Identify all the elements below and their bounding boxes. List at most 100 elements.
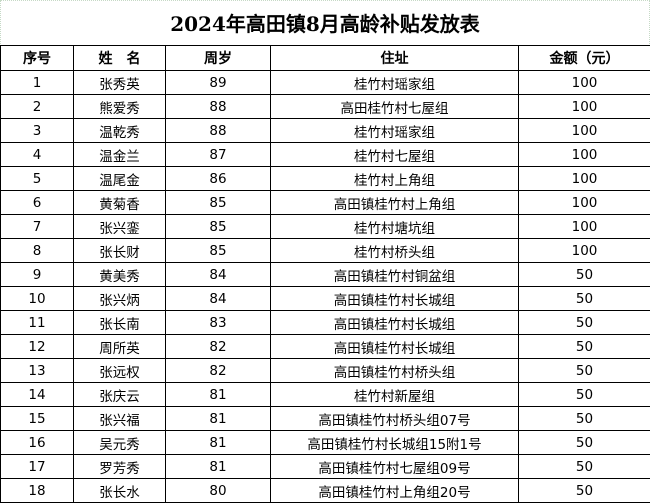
cell-address: 高田桂竹村七屋组 — [270, 94, 519, 119]
header-amount: 金额（元） — [518, 45, 650, 71]
cell-index: 9 — [0, 262, 74, 287]
cell-address: 高田镇桂竹村桥头组07号 — [270, 406, 519, 431]
table-row: 11 张长南 83 高田镇桂竹村长城组 50 — [0, 310, 650, 335]
cell-index: 18 — [0, 478, 74, 503]
cell-amount: 50 — [518, 286, 650, 311]
cell-age: 82 — [165, 358, 271, 383]
cell-name: 张兴炳 — [73, 286, 166, 311]
header-row: 序号 姓 名 周岁 住址 金额（元） — [0, 45, 650, 71]
cell-address: 桂竹村上角组 — [270, 166, 519, 191]
cell-name: 周所英 — [73, 334, 166, 359]
cell-address: 高田镇桂竹村长城组 — [270, 310, 519, 335]
cell-index: 17 — [0, 454, 74, 479]
cell-age: 80 — [165, 478, 271, 503]
cell-name: 温尾金 — [73, 166, 166, 191]
cell-name: 张秀英 — [73, 70, 166, 95]
header-age: 周岁 — [165, 45, 271, 71]
cell-age: 84 — [165, 262, 271, 287]
cell-address: 高田镇桂竹村上角组20号 — [270, 478, 519, 503]
cell-amount: 50 — [518, 334, 650, 359]
cell-age: 81 — [165, 406, 271, 431]
cell-index: 5 — [0, 166, 74, 191]
table-row: 4 温金兰 87 桂竹村七屋组 100 — [0, 142, 650, 167]
table-row: 15 张兴福 81 高田镇桂竹村桥头组07号 50 — [0, 406, 650, 431]
header-name: 姓 名 — [73, 45, 166, 71]
cell-address: 桂竹村瑶家组 — [270, 70, 519, 95]
cell-name: 黄菊香 — [73, 190, 166, 215]
cell-age: 81 — [165, 454, 271, 479]
header-index: 序号 — [0, 45, 74, 71]
cell-index: 13 — [0, 358, 74, 383]
table-row: 5 温尾金 86 桂竹村上角组 100 — [0, 166, 650, 191]
cell-name: 黄美秀 — [73, 262, 166, 287]
cell-amount: 50 — [518, 358, 650, 383]
cell-amount: 50 — [518, 430, 650, 455]
table-row: 8 张长财 85 桂竹村桥头组 100 — [0, 238, 650, 263]
table-row: 10 张兴炳 84 高田镇桂竹村长城组 50 — [0, 286, 650, 311]
table-row: 13 张远权 82 高田镇桂竹村桥头组 50 — [0, 358, 650, 383]
cell-address: 高田镇桂竹村桥头组 — [270, 358, 519, 383]
cell-name: 罗芳秀 — [73, 454, 166, 479]
cell-age: 85 — [165, 190, 271, 215]
cell-age: 85 — [165, 214, 271, 239]
cell-age: 88 — [165, 118, 271, 143]
cell-name: 熊爱秀 — [73, 94, 166, 119]
table-row: 6 黄菊香 85 高田镇桂竹村上角组 100 — [0, 190, 650, 215]
cell-name: 温金兰 — [73, 142, 166, 167]
cell-amount: 50 — [518, 454, 650, 479]
cell-amount: 100 — [518, 118, 650, 143]
cell-address: 桂竹村塘坑组 — [270, 214, 519, 239]
cell-amount: 50 — [518, 310, 650, 335]
cell-name: 张兴福 — [73, 406, 166, 431]
cell-age: 83 — [165, 310, 271, 335]
cell-name: 张远权 — [73, 358, 166, 383]
cell-amount: 50 — [518, 382, 650, 407]
table-row: 2 熊爱秀 88 高田桂竹村七屋组 100 — [0, 94, 650, 119]
cell-index: 8 — [0, 238, 74, 263]
cell-index: 16 — [0, 430, 74, 455]
cell-amount: 100 — [518, 94, 650, 119]
cell-address: 桂竹村七屋组 — [270, 142, 519, 167]
cell-index: 6 — [0, 190, 74, 215]
cell-amount: 50 — [518, 262, 650, 287]
cell-address: 桂竹村桥头组 — [270, 238, 519, 263]
cell-age: 89 — [165, 70, 271, 95]
cell-age: 81 — [165, 382, 271, 407]
cell-index: 2 — [0, 94, 74, 119]
cell-index: 14 — [0, 382, 74, 407]
cell-index: 11 — [0, 310, 74, 335]
cell-amount: 100 — [518, 214, 650, 239]
cell-name: 温乾秀 — [73, 118, 166, 143]
table-row: 9 黄美秀 84 高田镇桂竹村铜盆组 50 — [0, 262, 650, 287]
cell-age: 81 — [165, 430, 271, 455]
cell-name: 张长财 — [73, 238, 166, 263]
cell-age: 88 — [165, 94, 271, 119]
table-row: 7 张兴銮 85 桂竹村塘坑组 100 — [0, 214, 650, 239]
cell-amount: 50 — [518, 406, 650, 431]
cell-name: 张长水 — [73, 478, 166, 503]
cell-amount: 100 — [518, 166, 650, 191]
cell-index: 12 — [0, 334, 74, 359]
cell-address: 高田镇桂竹村长城组15附1号 — [270, 430, 519, 455]
table-row: 17 罗芳秀 81 高田镇桂竹村七屋组09号 50 — [0, 454, 650, 479]
cell-address: 高田镇桂竹村长城组 — [270, 334, 519, 359]
table-row: 16 吴元秀 81 高田镇桂竹村长城组15附1号 50 — [0, 430, 650, 455]
cell-amount: 100 — [518, 190, 650, 215]
table-row: 1 张秀英 89 桂竹村瑶家组 100 — [0, 70, 650, 95]
page-title: 2024年高田镇8月高龄补贴发放表 — [170, 12, 480, 36]
cell-index: 3 — [0, 118, 74, 143]
table-row: 18 张长水 80 高田镇桂竹村上角组20号 50 — [0, 478, 650, 503]
cell-address: 高田镇桂竹村上角组 — [270, 190, 519, 215]
cell-age: 82 — [165, 334, 271, 359]
cell-name: 张兴銮 — [73, 214, 166, 239]
header-address: 住址 — [270, 45, 519, 71]
subsidy-table: 序号 姓 名 周岁 住址 金额（元） 1 张秀英 89 桂竹村瑶家组 100 2 熊爱秀 88… — [0, 45, 650, 503]
cell-amount: 100 — [518, 70, 650, 95]
cell-address: 高田镇桂竹村铜盆组 — [270, 262, 519, 287]
cell-index: 7 — [0, 214, 74, 239]
cell-address: 高田镇桂竹村长城组 — [270, 286, 519, 311]
cell-index: 4 — [0, 142, 74, 167]
cell-index: 1 — [0, 70, 74, 95]
cell-amount: 100 — [518, 238, 650, 263]
cell-age: 86 — [165, 166, 271, 191]
